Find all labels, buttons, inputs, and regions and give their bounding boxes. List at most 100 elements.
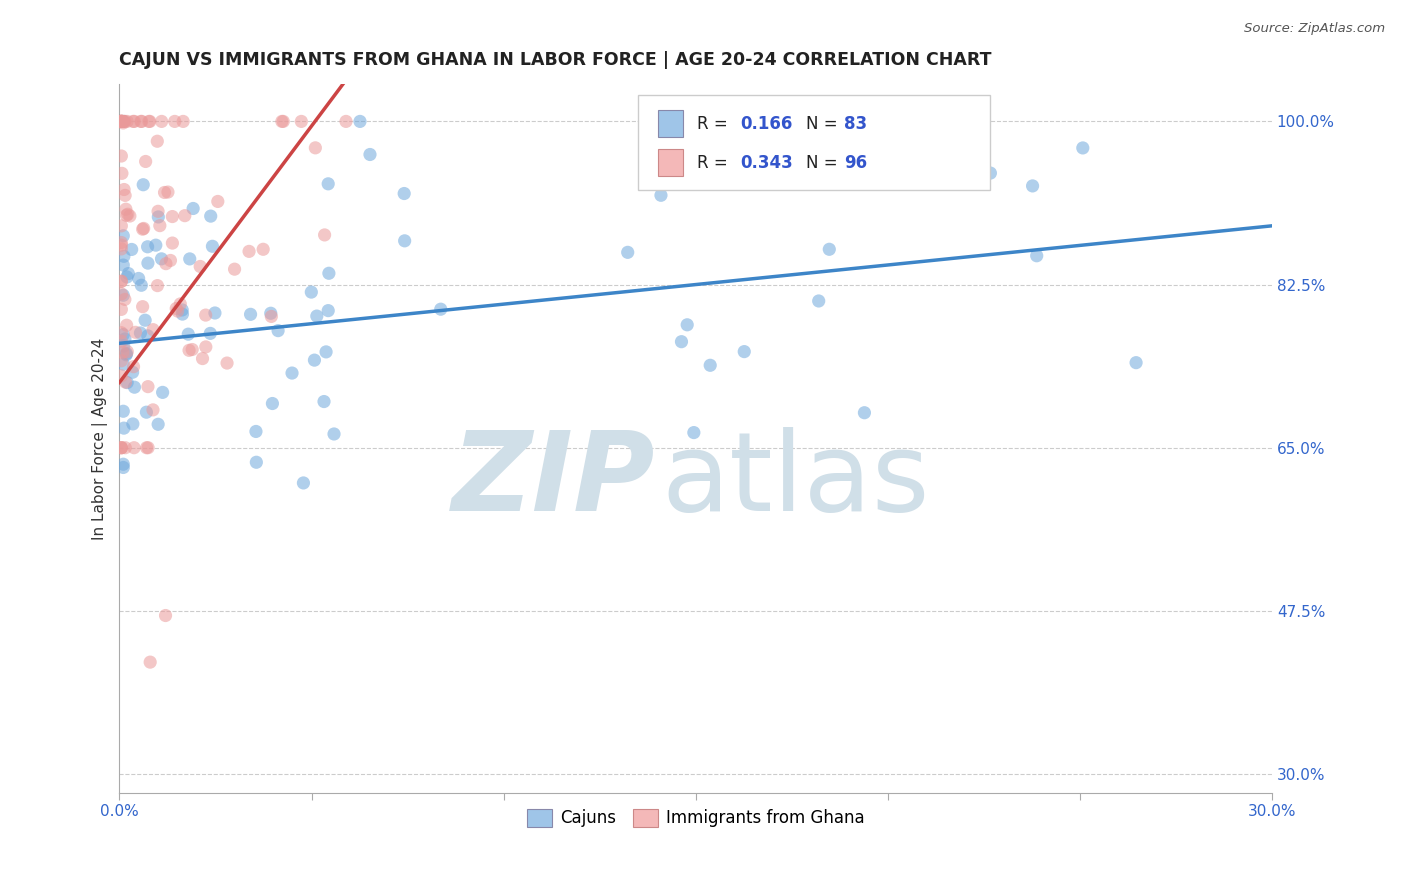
Point: [349, 114, 371, 128]
Point: [215, 356, 238, 370]
Point: [110, 114, 132, 128]
Point: [188, 260, 211, 274]
Point: [314, 227, 336, 242]
Point: [114, 332, 136, 346]
Text: 83: 83: [845, 115, 868, 133]
Point: [194, 308, 217, 322]
Point: [110, 114, 132, 128]
Point: [150, 252, 173, 266]
Point: [110, 302, 132, 317]
Point: [110, 441, 132, 455]
Point: [148, 210, 170, 224]
Point: [149, 219, 172, 233]
Point: [179, 252, 201, 266]
Point: [111, 166, 134, 180]
Point: [394, 234, 416, 248]
Point: [200, 326, 222, 341]
Point: [292, 475, 315, 490]
Bar: [658, 111, 683, 137]
Point: [136, 379, 159, 393]
Point: [162, 210, 184, 224]
Point: [181, 343, 204, 357]
Point: [112, 404, 135, 418]
Point: [128, 271, 150, 285]
Point: [201, 239, 224, 253]
Point: [146, 278, 169, 293]
Point: [316, 303, 339, 318]
Point: [110, 334, 132, 349]
Text: N =: N =: [806, 153, 844, 172]
Point: [131, 300, 153, 314]
Point: [110, 242, 132, 256]
Point: [112, 357, 135, 371]
Point: [110, 114, 132, 128]
Point: [114, 114, 136, 128]
Point: [110, 114, 132, 128]
Point: [146, 134, 169, 148]
Point: [110, 114, 132, 128]
Point: [152, 385, 174, 400]
Point: [131, 278, 153, 293]
Point: [1071, 141, 1094, 155]
Point: [239, 307, 262, 321]
Point: [1025, 249, 1047, 263]
Point: [682, 425, 704, 440]
Point: [110, 274, 132, 288]
Point: [238, 244, 260, 259]
Point: [172, 114, 194, 128]
Point: [118, 209, 141, 223]
Point: [177, 327, 200, 342]
Point: [853, 406, 876, 420]
Point: [807, 293, 830, 308]
Point: [110, 149, 132, 163]
Point: [122, 441, 145, 455]
Point: [117, 207, 139, 221]
Point: [139, 655, 162, 669]
Point: [260, 310, 283, 324]
Point: [146, 204, 169, 219]
Point: [135, 405, 157, 419]
Text: R =: R =: [697, 115, 733, 133]
Y-axis label: In Labor Force | Age 20-24: In Labor Force | Age 20-24: [93, 337, 108, 540]
Point: [650, 188, 672, 202]
Point: [122, 114, 145, 128]
Point: [173, 209, 195, 223]
Point: [304, 141, 326, 155]
Legend: Cajuns, Immigrants from Ghana: Cajuns, Immigrants from Ghana: [520, 802, 872, 834]
Point: [162, 235, 184, 250]
Point: [155, 608, 177, 623]
Point: [142, 323, 165, 337]
Point: [131, 222, 153, 236]
Point: [114, 441, 136, 455]
Point: [150, 114, 173, 128]
Point: [121, 365, 143, 379]
Point: [110, 353, 132, 368]
Point: [135, 154, 157, 169]
Point: [172, 307, 194, 321]
Point: [299, 285, 322, 299]
Point: [200, 209, 222, 223]
Point: [115, 348, 138, 362]
Point: [260, 306, 283, 320]
Point: [132, 178, 155, 192]
Point: [121, 417, 143, 431]
Point: [112, 114, 135, 128]
Point: [271, 114, 294, 128]
Point: [112, 460, 135, 475]
Point: [114, 188, 136, 202]
Point: [710, 147, 733, 161]
Point: [110, 441, 132, 455]
Point: [111, 114, 134, 128]
FancyBboxPatch shape: [638, 95, 990, 190]
Point: [316, 177, 339, 191]
Point: [112, 288, 135, 302]
Point: [1125, 356, 1147, 370]
Point: [204, 306, 226, 320]
Point: [112, 114, 135, 128]
Point: [115, 269, 138, 284]
Point: [110, 441, 132, 455]
Point: [110, 326, 132, 340]
Point: [145, 238, 167, 252]
Point: [207, 194, 229, 209]
Point: [136, 329, 159, 343]
